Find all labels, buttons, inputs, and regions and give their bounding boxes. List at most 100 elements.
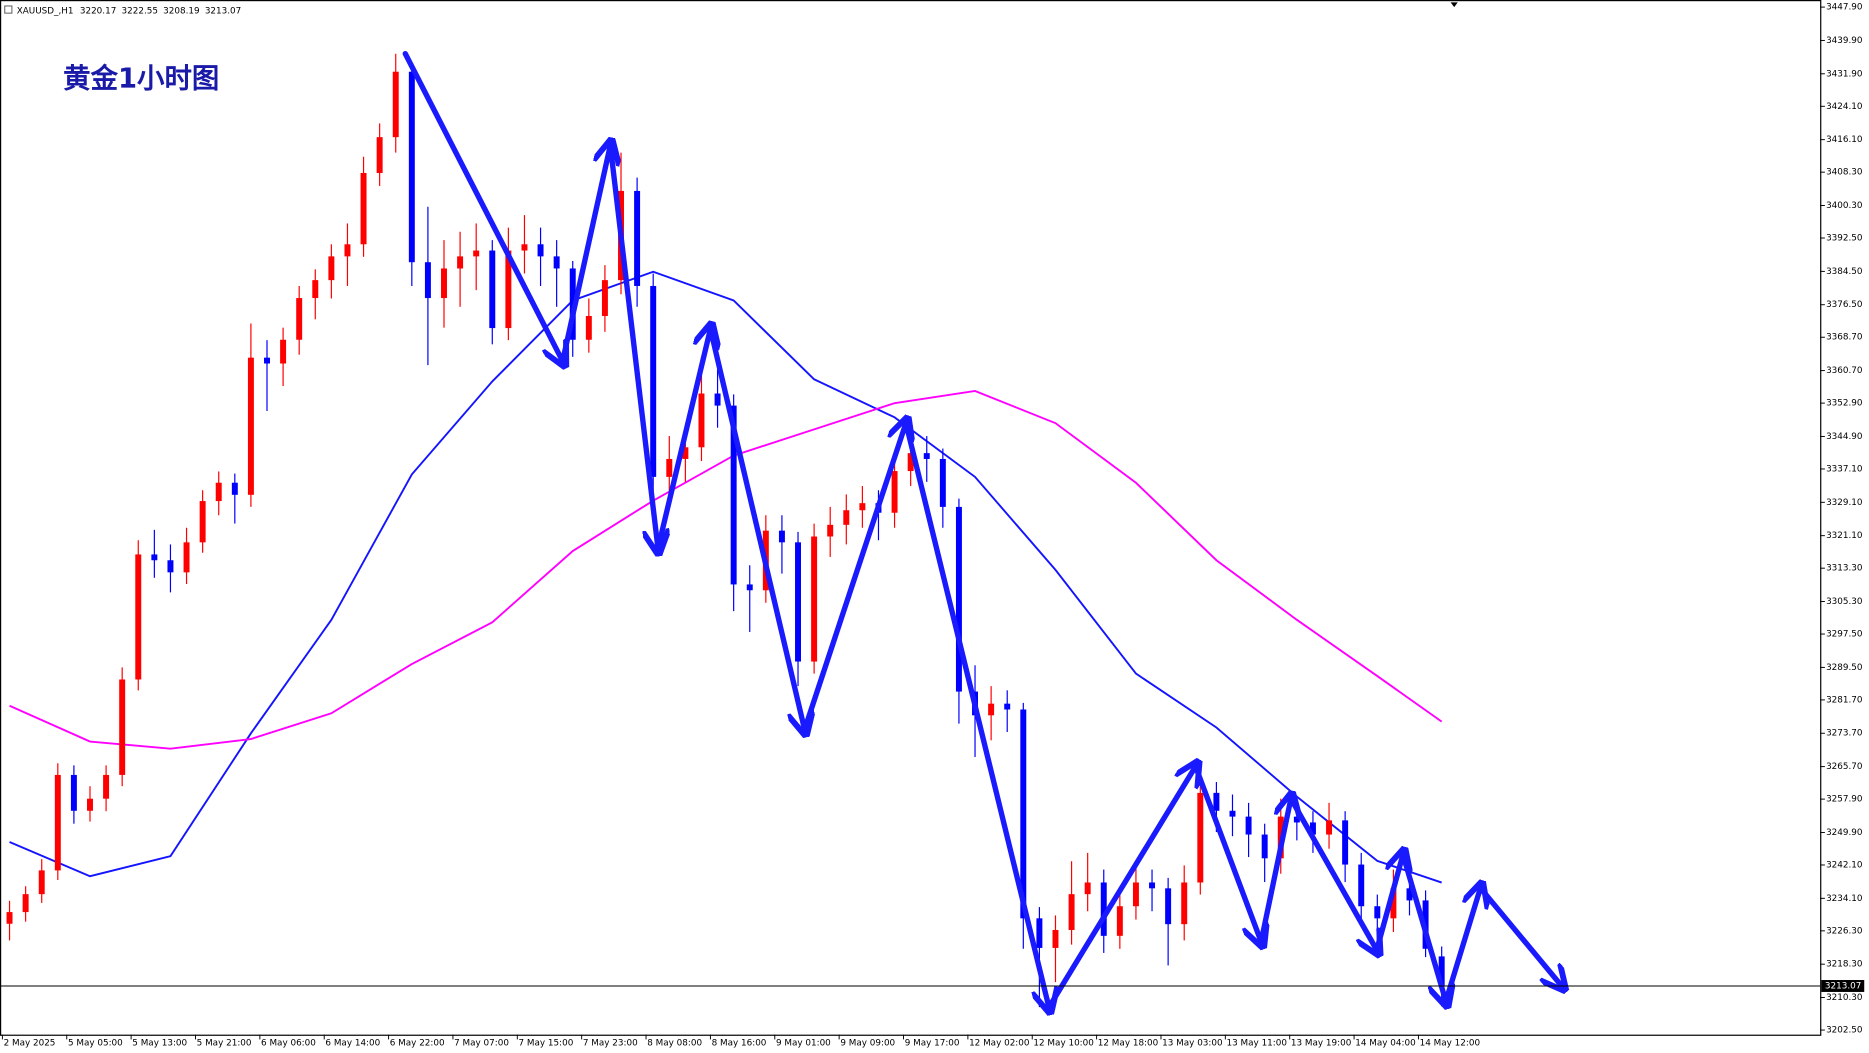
candle-body bbox=[473, 250, 480, 257]
y-tick-label: 3408.30 bbox=[1826, 168, 1863, 178]
x-tick-label: 2 May 2025 bbox=[4, 1038, 56, 1048]
arrow bbox=[1443, 888, 1481, 1004]
candle-body bbox=[778, 530, 785, 543]
candle-body bbox=[280, 339, 287, 364]
last-low: 3208.19 bbox=[163, 6, 199, 16]
candle-body bbox=[827, 524, 834, 537]
candle-body bbox=[955, 506, 962, 692]
candle-body bbox=[1438, 956, 1445, 986]
candle-body bbox=[1197, 792, 1204, 883]
arrow bbox=[903, 420, 1049, 1007]
y-tick-label: 3210.30 bbox=[1826, 993, 1863, 1003]
candle-body bbox=[811, 536, 818, 662]
candle-body bbox=[328, 256, 335, 281]
candle-body bbox=[6, 912, 13, 924]
candle-body bbox=[601, 280, 608, 316]
y-tick-label: 3384.50 bbox=[1826, 267, 1863, 277]
y-tick-label: 3439.90 bbox=[1826, 36, 1863, 46]
y-tick-label: 3431.90 bbox=[1826, 69, 1863, 79]
y-tick-label: 3273.70 bbox=[1826, 729, 1863, 739]
candle-body bbox=[891, 471, 898, 513]
y-tick-label: 3249.90 bbox=[1826, 828, 1863, 838]
x-tick-label: 13 May 11:00 bbox=[1227, 1038, 1288, 1048]
x-tick-label: 7 May 15:00 bbox=[519, 1038, 574, 1048]
candle-body bbox=[1213, 792, 1220, 811]
candle-body bbox=[537, 244, 544, 257]
candle-body bbox=[151, 554, 158, 561]
candle-body bbox=[682, 447, 689, 459]
arrow bbox=[655, 329, 710, 551]
candle-body bbox=[87, 798, 93, 811]
arrow bbox=[402, 50, 562, 362]
y-tick-label: 3226.30 bbox=[1826, 926, 1863, 936]
candle-body bbox=[1309, 822, 1316, 835]
y-tick-label: 3447.90 bbox=[1826, 3, 1863, 13]
last-open: 3220.17 bbox=[80, 6, 116, 16]
candle-body bbox=[247, 357, 254, 495]
arrow bbox=[1400, 851, 1446, 1002]
x-tick-label: 6 May 06:00 bbox=[261, 1038, 316, 1048]
y-tick-label: 3297.50 bbox=[1826, 630, 1863, 640]
y-tick-label: 3352.90 bbox=[1826, 399, 1863, 409]
candle-body bbox=[312, 280, 319, 299]
arrow bbox=[1192, 763, 1262, 941]
arrow bbox=[1477, 885, 1561, 986]
y-tick-label: 3313.30 bbox=[1826, 564, 1863, 574]
x-tick-label: 5 May 21:00 bbox=[197, 1038, 252, 1048]
y-tick-label: 3202.50 bbox=[1826, 1026, 1863, 1036]
candle-body bbox=[1326, 820, 1333, 835]
candle-body bbox=[521, 244, 528, 251]
plot-area bbox=[0, 0, 1822, 1036]
x-tick-label: 5 May 13:00 bbox=[132, 1038, 187, 1048]
candle-body bbox=[1229, 810, 1236, 817]
candle-body bbox=[1165, 888, 1172, 925]
y-tick-label: 3281.70 bbox=[1826, 695, 1863, 705]
candle-body bbox=[1084, 882, 1091, 895]
x-tick-label: 13 May 19:00 bbox=[1291, 1038, 1352, 1048]
x-tick-label: 6 May 14:00 bbox=[325, 1038, 380, 1048]
candle-body bbox=[843, 510, 850, 525]
annotation-arrows bbox=[402, 50, 1561, 1008]
candle-body bbox=[1132, 882, 1139, 907]
y-tick-label: 3289.50 bbox=[1826, 663, 1863, 673]
candle-body bbox=[988, 703, 995, 716]
last-close: 3213.07 bbox=[205, 6, 241, 16]
candle-body bbox=[215, 482, 222, 502]
candle-body bbox=[441, 268, 447, 299]
shift-marker bbox=[1450, 2, 1458, 8]
x-tick-label: 7 May 23:00 bbox=[583, 1038, 638, 1048]
x-tick-label: 9 May 01:00 bbox=[776, 1038, 831, 1048]
candle-body bbox=[392, 71, 399, 138]
candle-body bbox=[1068, 894, 1075, 931]
x-tick-label: 12 May 18:00 bbox=[1098, 1038, 1159, 1048]
y-tick-label: 3257.90 bbox=[1826, 795, 1863, 805]
last-high: 3222.55 bbox=[122, 6, 158, 16]
candle-body bbox=[634, 190, 641, 286]
y-tick-label: 3329.10 bbox=[1826, 498, 1863, 508]
x-tick-label: 9 May 17:00 bbox=[905, 1038, 960, 1048]
y-tick-label: 3218.30 bbox=[1826, 960, 1863, 970]
candle-body bbox=[344, 244, 351, 257]
chart-title: 黄金1小时图 bbox=[63, 62, 219, 94]
arrow bbox=[801, 423, 906, 733]
x-tick-label: 12 May 02:00 bbox=[969, 1038, 1030, 1048]
candle-body bbox=[183, 542, 190, 573]
y-tick-label: 3234.10 bbox=[1826, 894, 1863, 904]
symbol: XAUUSD_,H1 bbox=[17, 6, 74, 16]
candle-body bbox=[1342, 820, 1349, 865]
x-tick-label: 7 May 07:00 bbox=[454, 1038, 509, 1048]
x-tick-label: 9 May 09:00 bbox=[840, 1038, 895, 1048]
candle-body bbox=[795, 542, 801, 662]
candle-body bbox=[714, 393, 721, 406]
candle-body bbox=[1358, 864, 1365, 907]
candle-body bbox=[103, 774, 110, 799]
candle-body bbox=[376, 137, 383, 174]
candle-layer bbox=[6, 53, 1445, 1008]
candle-body bbox=[489, 250, 496, 329]
symbol-header: XAUUSD_,H1 3220.17 3222.55 3208.19 3213.… bbox=[17, 6, 242, 16]
last-price-label: 3213.07 bbox=[1825, 981, 1861, 991]
arrow bbox=[607, 142, 658, 548]
y-tick-label: 3360.70 bbox=[1826, 366, 1863, 376]
candle-body bbox=[1052, 930, 1059, 948]
